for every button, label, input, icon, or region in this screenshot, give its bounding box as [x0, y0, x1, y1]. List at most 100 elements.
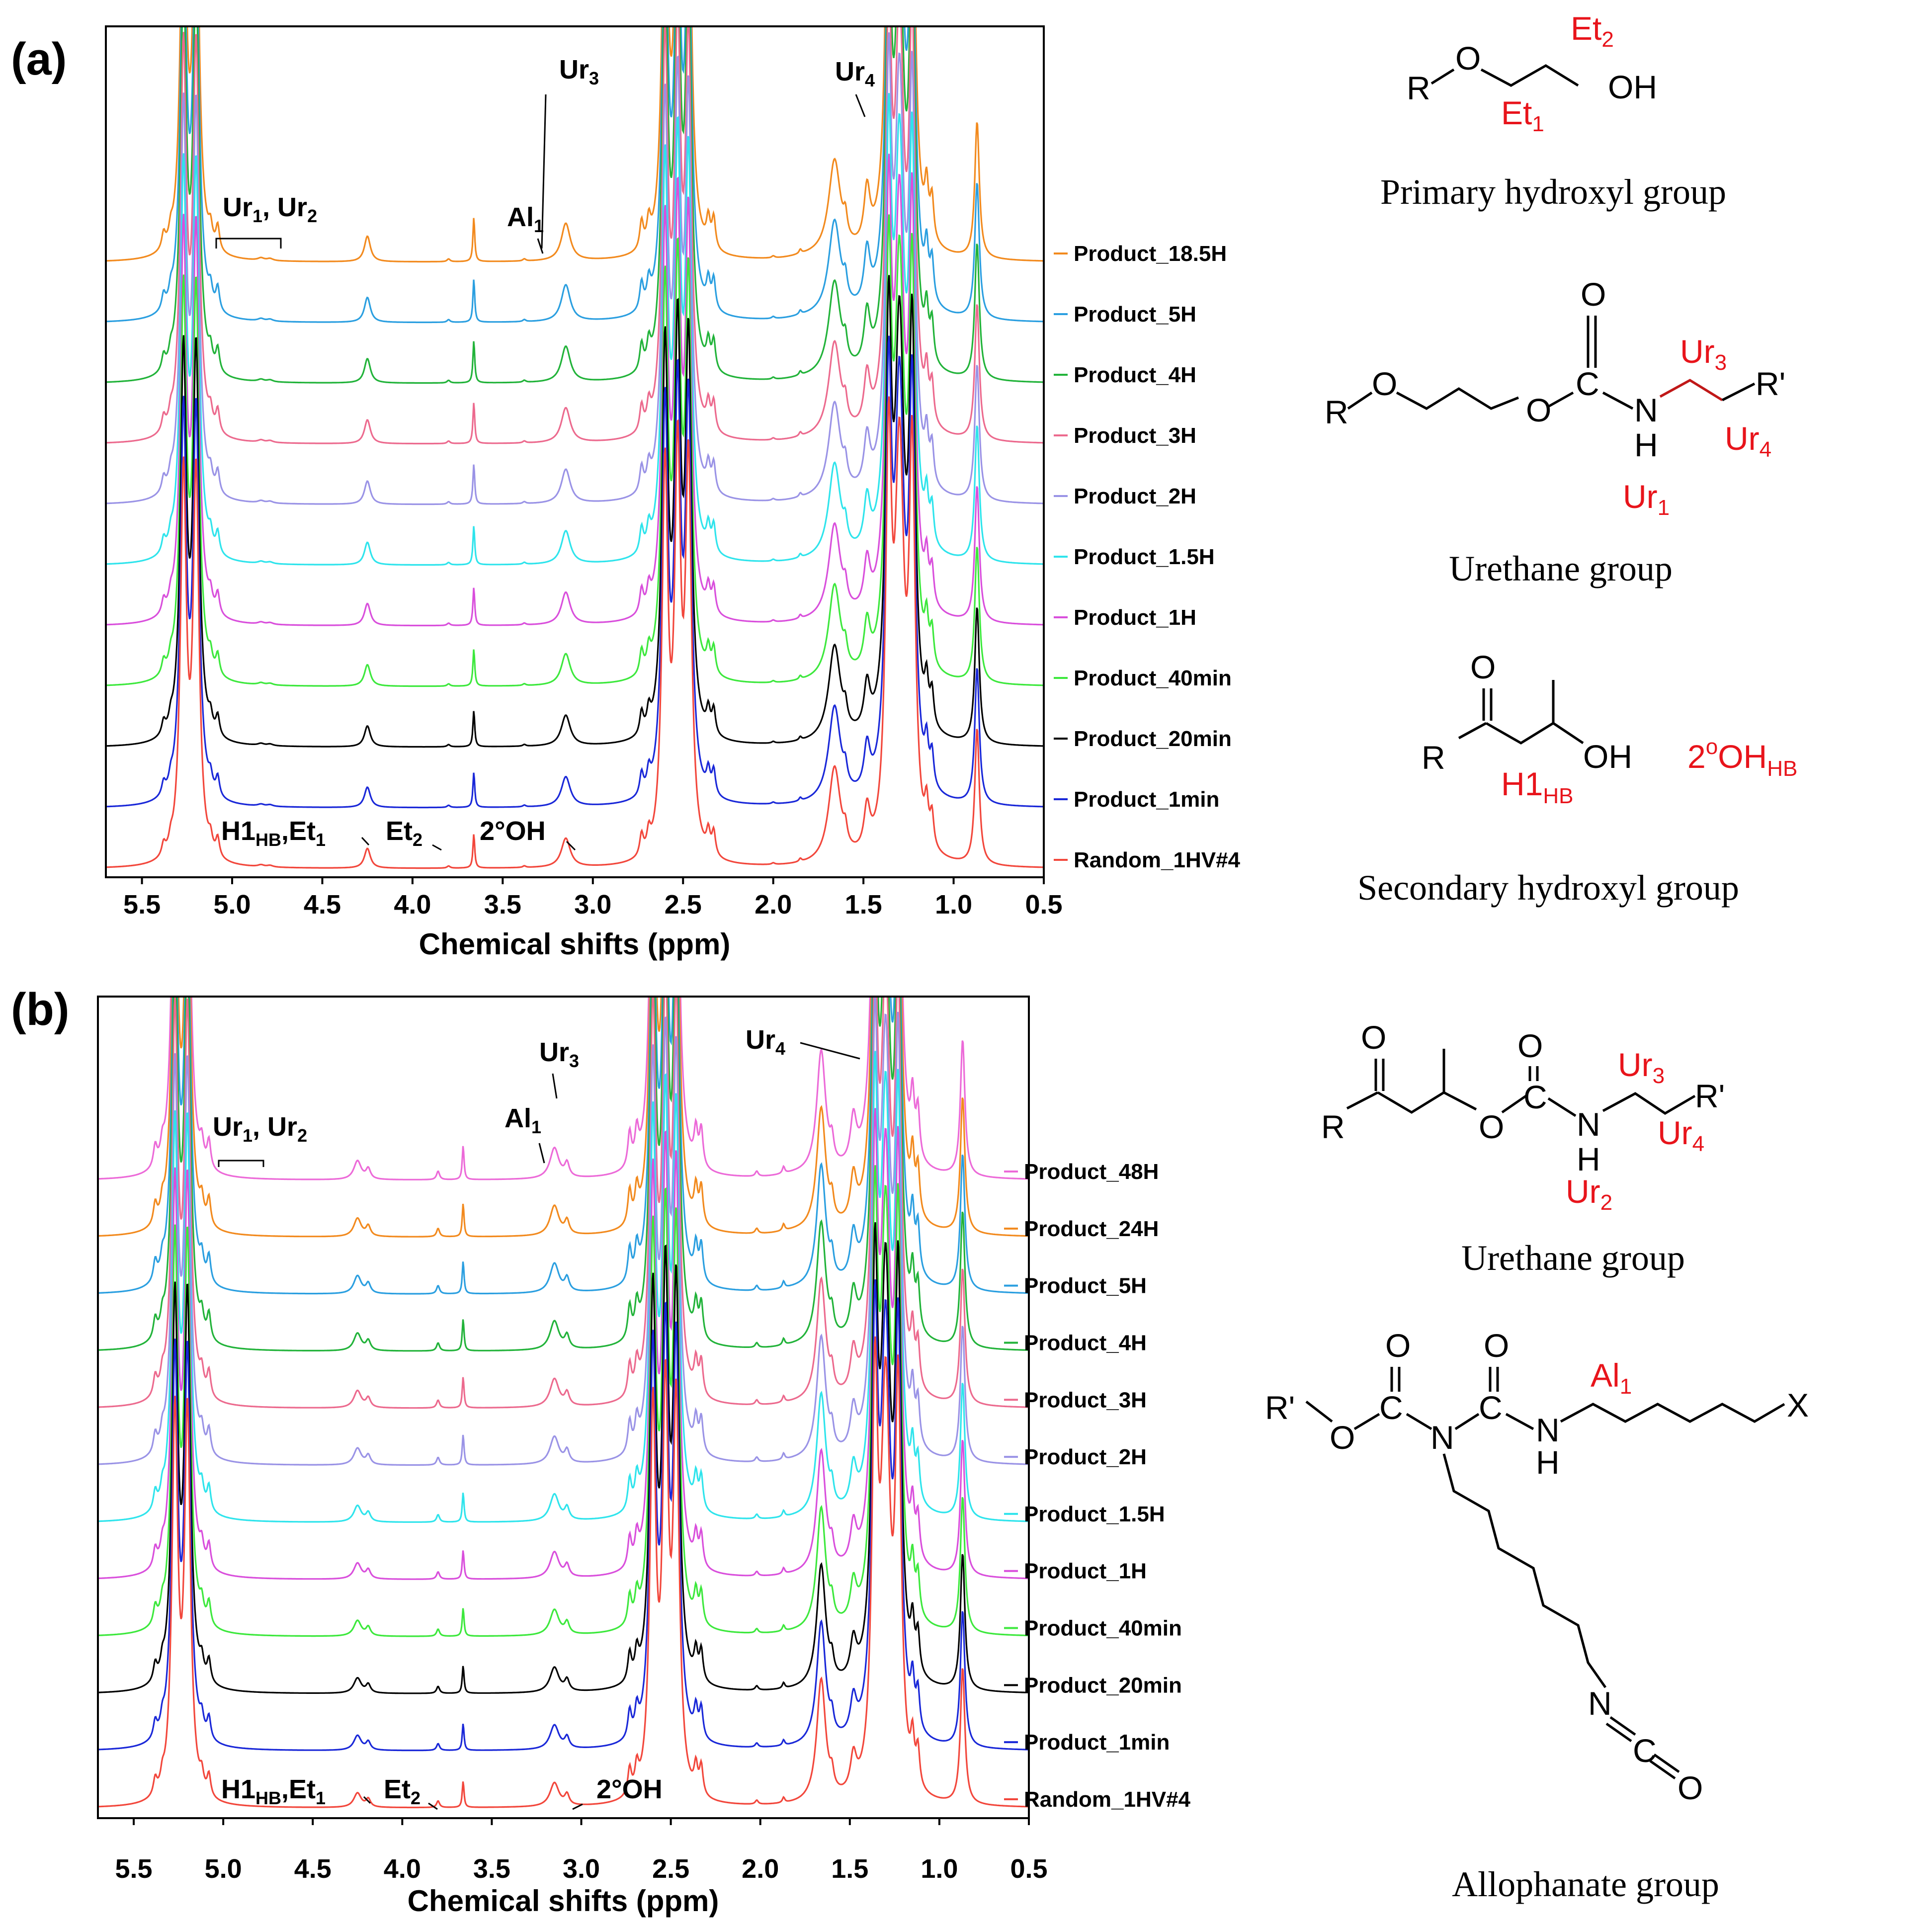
bond — [1346, 1091, 1379, 1110]
panel-a-label: (a) — [11, 34, 67, 84]
spectrum-trace — [106, 396, 1044, 869]
bond — [1454, 1413, 1480, 1430]
spectrum-trace — [106, 275, 1044, 748]
panel-b-label: (b) — [11, 984, 69, 1035]
peak-annotation: Al1 — [507, 202, 544, 236]
bond-chain — [1396, 387, 1519, 410]
label-et2: Et2 — [1571, 10, 1614, 52]
legend-a: Product_18.5H Product_5H Product_4H Product… — [1054, 242, 1241, 872]
peak-annotation: Et2 — [384, 1774, 420, 1808]
caption-urethane-2: Urethane group — [1461, 1238, 1685, 1278]
structure-secondary-hydroxyl: O R OH H1HB 2oOHHB Secondary hydroxyl gr… — [1357, 649, 1797, 908]
x-tick-label: 3.0 — [574, 890, 611, 920]
annotation-bracket — [215, 238, 282, 249]
label-ur3: Ur3 — [1680, 333, 1727, 375]
spectrum-trace — [98, 1336, 1029, 1809]
atom-o: O — [1330, 1419, 1355, 1456]
bond-double — [1653, 1753, 1680, 1773]
legend-label: Product_5H — [1074, 302, 1196, 327]
plot-frame-b — [97, 996, 1030, 1819]
atom-c: C — [1523, 1079, 1547, 1115]
caption-primary-hydroxyl: Primary hydroxyl group — [1380, 172, 1726, 212]
annotation-leader — [800, 1042, 860, 1060]
label-h1hb: H1HB — [1501, 765, 1574, 808]
atom-o: O — [1484, 1327, 1509, 1364]
bond-chain — [1377, 1091, 1477, 1114]
annotation-leader — [552, 1073, 558, 1099]
peak-annotation: Ur3 — [539, 1037, 579, 1071]
spectrum-trace — [106, 214, 1044, 687]
structure-allophanate: O O R' O C N C N H X Al1 N C O Allophana… — [1265, 1327, 1809, 1904]
legend-label: Product_40min — [1074, 666, 1232, 690]
x-tick-label: 4.5 — [294, 1854, 332, 1884]
structure-urethane-2: O R O O C N H R' Ur3 Ur4 Ur2 Urethane gr… — [1321, 1019, 1725, 1278]
legend-label: Product_1min — [1024, 1730, 1170, 1755]
label-ur2: Ur2 — [1566, 1173, 1612, 1215]
legend-label: Product_3H — [1024, 1388, 1147, 1412]
x-tick-label: 1.5 — [845, 890, 882, 920]
legend-label: Product_24H — [1024, 1217, 1159, 1241]
atom-n: N — [1536, 1412, 1560, 1448]
spectrum-trace — [98, 1165, 1029, 1637]
atom-r: R — [1321, 1108, 1345, 1145]
peak-annotation: 2°OH — [480, 816, 546, 846]
atom-c: C — [1479, 1389, 1503, 1426]
atom-n: N — [1634, 392, 1658, 428]
legend-label: Product_1H — [1024, 1559, 1147, 1584]
atom-r-prime: R' — [1756, 365, 1785, 402]
spectrum-trace — [106, 26, 1044, 445]
spectrum-trace — [98, 1108, 1029, 1580]
x-tick-label: 3.5 — [473, 1854, 510, 1884]
atom-h: H — [1577, 1141, 1600, 1177]
nmr-chart-a: 5.5 5.0 4.5 4.0 3.5 3.0 2.5 2.0 1.5 1.0 0.5 Chemic… — [105, 25, 1241, 961]
spectrum-trace — [106, 26, 1044, 324]
bond — [1353, 1413, 1380, 1430]
annotation-leader — [572, 1803, 583, 1810]
bond — [1347, 391, 1373, 410]
atom-h: H — [1536, 1444, 1560, 1481]
x-axis-a: 5.5 5.0 4.5 4.0 3.5 3.0 2.5 2.0 1.5 1.0 0.5 — [123, 877, 1063, 920]
atom-c: C — [1379, 1389, 1403, 1426]
caption-secondary-hydroxyl: Secondary hydroxyl group — [1357, 868, 1739, 908]
legend-label: Product_5H — [1024, 1274, 1147, 1298]
x-axis-label-a: Chemical shifts (ppm) — [419, 927, 731, 961]
atom-r-prime: R' — [1265, 1389, 1295, 1426]
legend-label: Product_4H — [1074, 363, 1196, 387]
bond — [1406, 1413, 1432, 1430]
x-tick-label: 0.5 — [1010, 1854, 1047, 1884]
bond — [1430, 68, 1455, 85]
peak-annotation: Ur3 — [559, 55, 599, 88]
peak-annotation: Ur1, Ur2 — [213, 1112, 307, 1146]
x-tick-label: 4.0 — [394, 890, 431, 920]
bond-chain — [1602, 1092, 1696, 1115]
atom-o: O — [1372, 365, 1397, 402]
atom-x: X — [1787, 1387, 1809, 1424]
annotation-leader — [538, 1143, 545, 1164]
atom-oh: OH — [1608, 69, 1657, 105]
annotation-leader — [855, 94, 866, 117]
atom-o: O — [1455, 40, 1481, 77]
legend-b: Product_48H Product_24H Product_5H Product_… — [1004, 1160, 1191, 1812]
nmr-chart-b: 5.5 5.0 4.5 4.0 3.5 3.0 2.5 2.0 1.5 1.0 0.5 Chemic… — [97, 996, 1191, 1918]
x-tick-label: 4.5 — [304, 890, 341, 920]
x-tick-label: 5.0 — [205, 1854, 242, 1884]
atom-r: R — [1325, 394, 1348, 430]
peak-annotations-a: Ur3 Ur4 Al1 Ur1, Ur2 H1HB,Et1 Et2 2°OH — [215, 55, 875, 851]
bond-chain-red — [1659, 379, 1723, 402]
structure-urethane-1: R O O C O N H R' Ur3 Ur4 Ur1 Urethane gr… — [1325, 276, 1785, 588]
spectrum-trace — [98, 997, 1029, 1180]
peak-annotation: H1HB,Et1 — [221, 816, 326, 850]
annotation-leader — [537, 238, 544, 254]
spectrum-trace — [106, 32, 1044, 505]
spectrum-trace — [98, 1279, 1029, 1752]
bond — [1458, 722, 1487, 740]
legend-label: Product_1H — [1074, 605, 1196, 630]
spectrum-trace — [106, 335, 1044, 809]
atom-r-prime: R' — [1695, 1078, 1725, 1114]
x-tick-label: 1.5 — [831, 1854, 868, 1884]
bond-double — [1649, 1759, 1676, 1780]
peak-annotation: H1HB,Et1 — [221, 1774, 326, 1808]
spectrum-trace — [98, 997, 1029, 1295]
spectrum-trace — [106, 154, 1044, 627]
